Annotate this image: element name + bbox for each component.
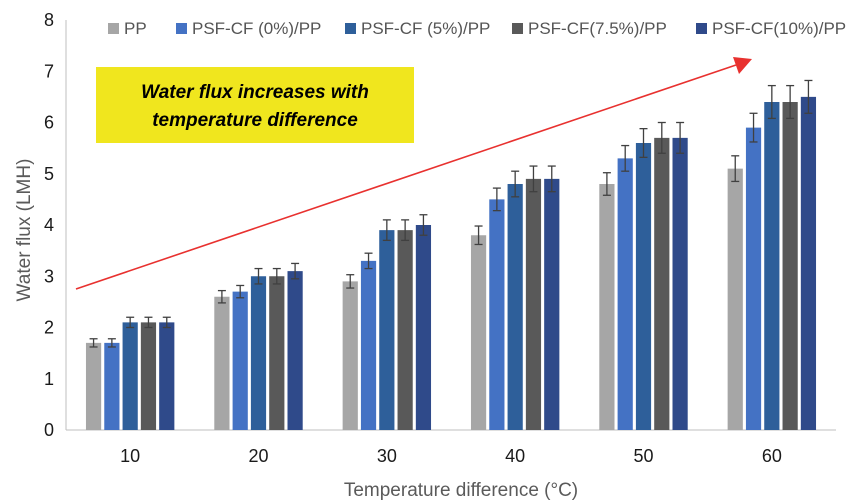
- bar: [764, 102, 780, 430]
- x-tick-label: 30: [377, 446, 397, 466]
- bar: [214, 296, 230, 430]
- legend-swatch: [512, 23, 523, 34]
- x-tick-label: 20: [248, 446, 268, 466]
- x-tick-label: 10: [120, 446, 140, 466]
- legend: PP PSF-CF (0%)/PP PSF-CF (5%)/PP PSF-CF(7.5…: [108, 19, 846, 38]
- legend-swatch: [176, 23, 187, 34]
- bar: [415, 225, 432, 430]
- bar: [360, 260, 377, 430]
- bar: [104, 342, 120, 430]
- bar: [159, 322, 175, 430]
- bar: [489, 199, 505, 430]
- bar: [599, 184, 615, 430]
- y-tick-label: 3: [44, 266, 54, 286]
- y-tick-label: 0: [44, 420, 54, 440]
- bar: [232, 291, 248, 430]
- bar: [525, 178, 542, 430]
- annotation-box: [96, 67, 414, 143]
- bar: [635, 143, 652, 430]
- y-tick-label: 6: [44, 113, 54, 133]
- bar: [654, 137, 670, 430]
- legend-swatch: [345, 23, 356, 34]
- y-tick-label: 5: [44, 164, 54, 184]
- bars: [85, 96, 817, 430]
- bar: [397, 230, 413, 430]
- bar: [800, 96, 817, 430]
- y-tick-label: 7: [44, 61, 54, 81]
- bar: [379, 230, 395, 430]
- annotation: Water flux increases with temperature dif…: [75, 57, 752, 290]
- trend-arrow-head: [733, 57, 752, 74]
- bar: [507, 184, 523, 430]
- bar: [745, 127, 762, 430]
- bar: [287, 271, 303, 430]
- bar: [727, 168, 743, 430]
- annotation-text: temperature difference: [152, 110, 358, 131]
- axes: 0 1 2 3 4 5 6 7 8 10 20 30 40 50 60: [44, 10, 836, 466]
- bar: [269, 276, 285, 430]
- x-tick-label: 60: [762, 446, 782, 466]
- bar: [544, 178, 560, 430]
- y-tick-label: 4: [44, 215, 54, 235]
- x-tick-label: 40: [505, 446, 525, 466]
- x-axis-title: Temperature difference (°C): [344, 480, 578, 501]
- annotation-text: Water flux increases with: [141, 82, 369, 103]
- y-tick-label: 2: [44, 318, 54, 338]
- bar: [250, 276, 267, 430]
- x-tick-label: 50: [633, 446, 653, 466]
- trend-arrow-line: [75, 64, 737, 290]
- legend-swatch: [108, 23, 119, 34]
- bar: [122, 322, 138, 430]
- legend-label: PP: [124, 19, 147, 38]
- legend-label: PSF-CF (5%)/PP: [361, 19, 490, 38]
- bar: [85, 342, 102, 430]
- legend-swatch: [696, 23, 707, 34]
- y-tick-label: 8: [44, 10, 54, 30]
- bar: [140, 322, 157, 430]
- legend-label: PSF-CF(7.5%)/PP: [528, 19, 667, 38]
- y-tick-label: 1: [44, 369, 54, 389]
- bar: [672, 137, 688, 430]
- bar: [342, 281, 358, 430]
- legend-label: PSF-CF (0%)/PP: [192, 19, 321, 38]
- error-bars: [89, 79, 813, 348]
- legend-label: PSF-CF(10%)/PP: [712, 19, 846, 38]
- bar: [782, 102, 798, 430]
- y-axis-title: Water flux (LMH): [14, 159, 35, 302]
- bar: [470, 235, 487, 430]
- bar: [617, 158, 633, 430]
